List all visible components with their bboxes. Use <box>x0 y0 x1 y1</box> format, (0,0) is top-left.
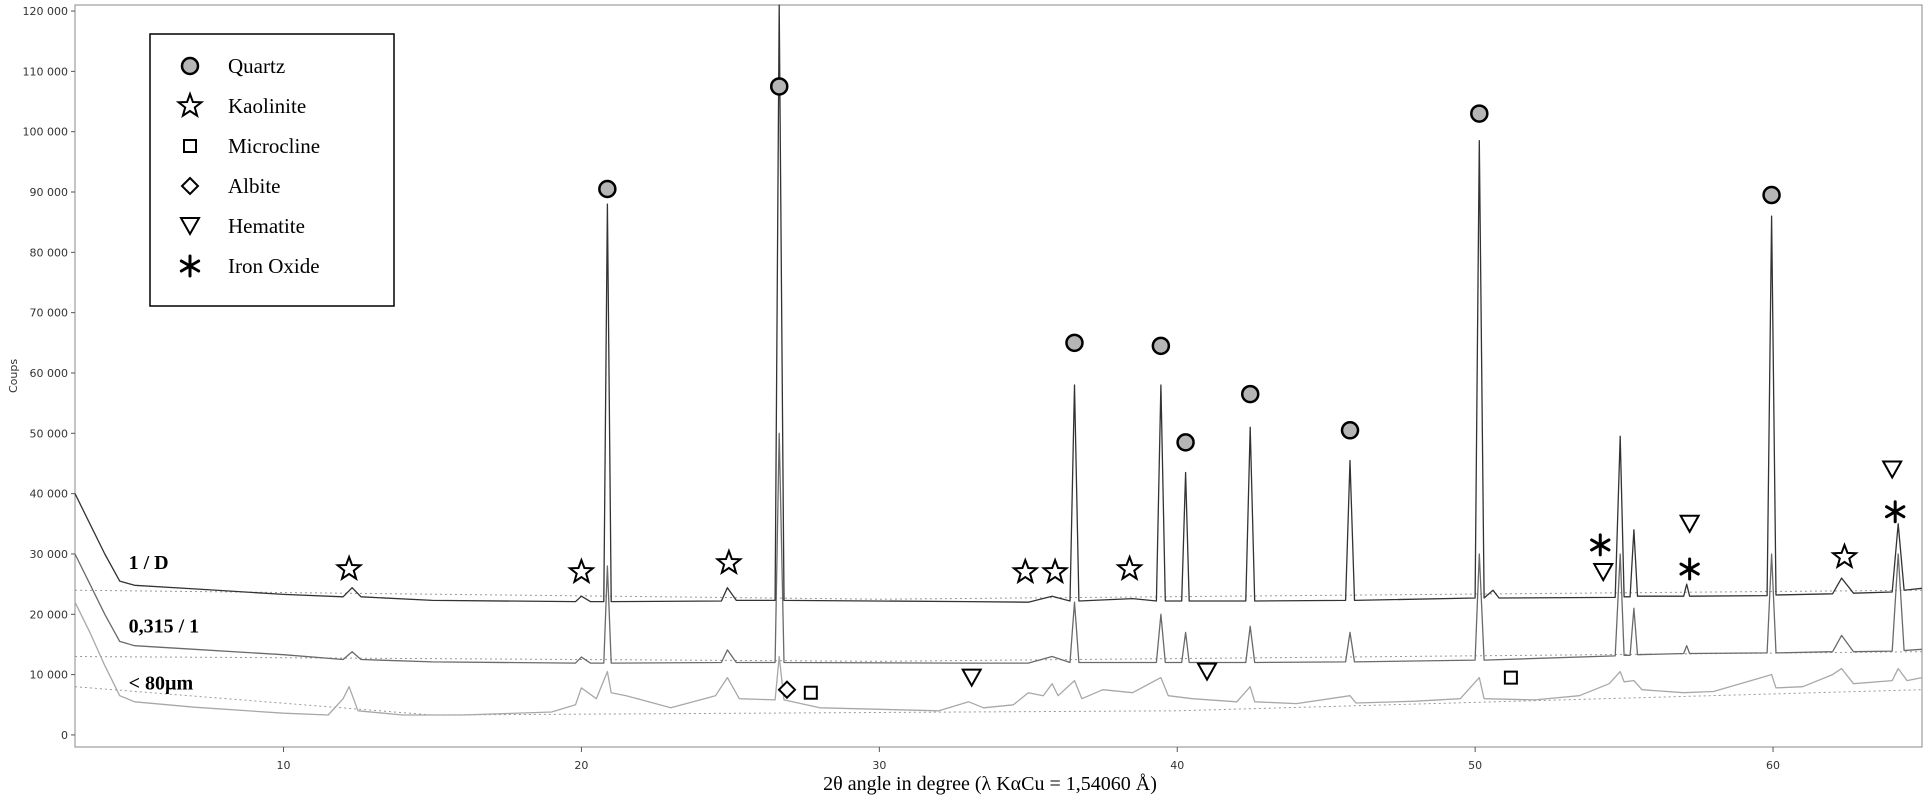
y-axis-label: Coups <box>7 359 20 393</box>
series-line <box>74 601 1923 716</box>
quartz-marker <box>1151 336 1171 356</box>
series-group <box>74 4 1923 716</box>
quartz-marker <box>1762 185 1781 205</box>
hematite-marker <box>179 217 201 237</box>
hematite-marker <box>1196 662 1218 682</box>
series-line <box>74 4 1923 603</box>
legend-label: Microcline <box>228 134 320 158</box>
background-line <box>74 686 1923 716</box>
asterisk-stroke <box>1885 505 1906 519</box>
kaolinite-marker <box>1830 542 1859 570</box>
y-tick-label: 60 000 <box>30 367 69 380</box>
quartz-marker <box>180 56 200 76</box>
legend-label: Kaolinite <box>228 94 306 118</box>
y-tick-label: 90 000 <box>30 186 69 199</box>
peak-markers <box>334 77 1906 700</box>
y-axis: 0 10 000 20 000 30 000 40 000 50 000 60 000 70 … <box>23 5 75 742</box>
quartz-marker <box>1240 384 1260 404</box>
albite-marker <box>777 680 797 700</box>
hematite-marker <box>1881 460 1903 480</box>
y-tick-label: 110 000 <box>23 65 69 78</box>
iron-oxide-marker <box>1885 500 1906 524</box>
kaolinite-marker <box>714 548 744 576</box>
x-tick-label: 50 <box>1468 759 1482 772</box>
x-tick-label: 20 <box>574 759 588 772</box>
x-tick-label: 30 <box>872 759 886 772</box>
y-tick-label: 70 000 <box>30 307 69 320</box>
asterisk-stroke <box>1679 562 1700 576</box>
y-tick-label: 40 000 <box>30 488 69 501</box>
y-tick-label: 30 000 <box>30 548 69 561</box>
series-label: 0,315 / 1 <box>129 615 200 637</box>
series-line <box>74 432 1923 664</box>
y-tick-label: 80 000 <box>30 246 69 259</box>
baselines <box>74 589 1923 716</box>
legend-label: Hematite <box>228 214 305 238</box>
iron-oxide-marker <box>1679 557 1700 581</box>
quartz-marker <box>1176 433 1195 452</box>
kaolinite-marker <box>1115 554 1144 582</box>
hematite-marker <box>1592 563 1614 583</box>
albite-marker <box>180 176 200 196</box>
x-tick-label: 10 <box>277 759 291 772</box>
x-axis: 10 20 30 40 50 60 <box>277 747 1780 772</box>
kaolinite-marker <box>567 557 596 585</box>
legend-label: Albite <box>228 174 281 198</box>
microcline-marker <box>803 685 818 700</box>
y-tick-label: 100 000 <box>23 126 69 139</box>
kaolinite-marker <box>1040 557 1070 585</box>
quartz-marker <box>769 77 789 96</box>
asterisk-stroke <box>179 259 201 273</box>
hematite-marker <box>1678 514 1701 534</box>
asterisk-stroke <box>1590 538 1611 552</box>
legend-label: Iron Oxide <box>228 254 320 278</box>
hematite-marker <box>960 668 983 688</box>
quartz-marker <box>1470 104 1489 123</box>
y-tick-label: 50 000 <box>30 427 69 440</box>
y-tick-label: 120 000 <box>23 5 69 18</box>
kaolinite-marker <box>334 554 364 582</box>
y-tick-label: 0 <box>61 729 68 742</box>
legend: Quartz Kaolinite Microcline Albite Hematite I… <box>149 33 395 307</box>
iron-oxide-marker <box>179 254 201 278</box>
kaolinite-marker <box>1011 557 1040 585</box>
quartz-marker <box>598 179 617 199</box>
iron-oxide-marker <box>1590 533 1611 557</box>
y-tick-label: 20 000 <box>30 608 69 621</box>
series-label: 1 / D <box>129 552 169 574</box>
legend-label: Quartz <box>228 54 285 78</box>
x-axis-label: 2θ angle in degree (λ KαCu = 1,54060 Å) <box>823 773 1157 795</box>
series-labels: 1 / D 0,315 / 1 < 80µm <box>129 552 200 695</box>
microcline-marker <box>1503 670 1518 685</box>
x-tick-label: 40 <box>1170 759 1184 772</box>
y-tick-label: 10 000 <box>30 669 69 682</box>
x-tick-label: 60 <box>1766 759 1780 772</box>
quartz-marker <box>1065 333 1084 353</box>
quartz-marker <box>1340 421 1360 440</box>
microcline-marker <box>183 139 197 153</box>
kaolinite-marker <box>175 91 205 119</box>
series-label: < 80µm <box>129 673 194 695</box>
